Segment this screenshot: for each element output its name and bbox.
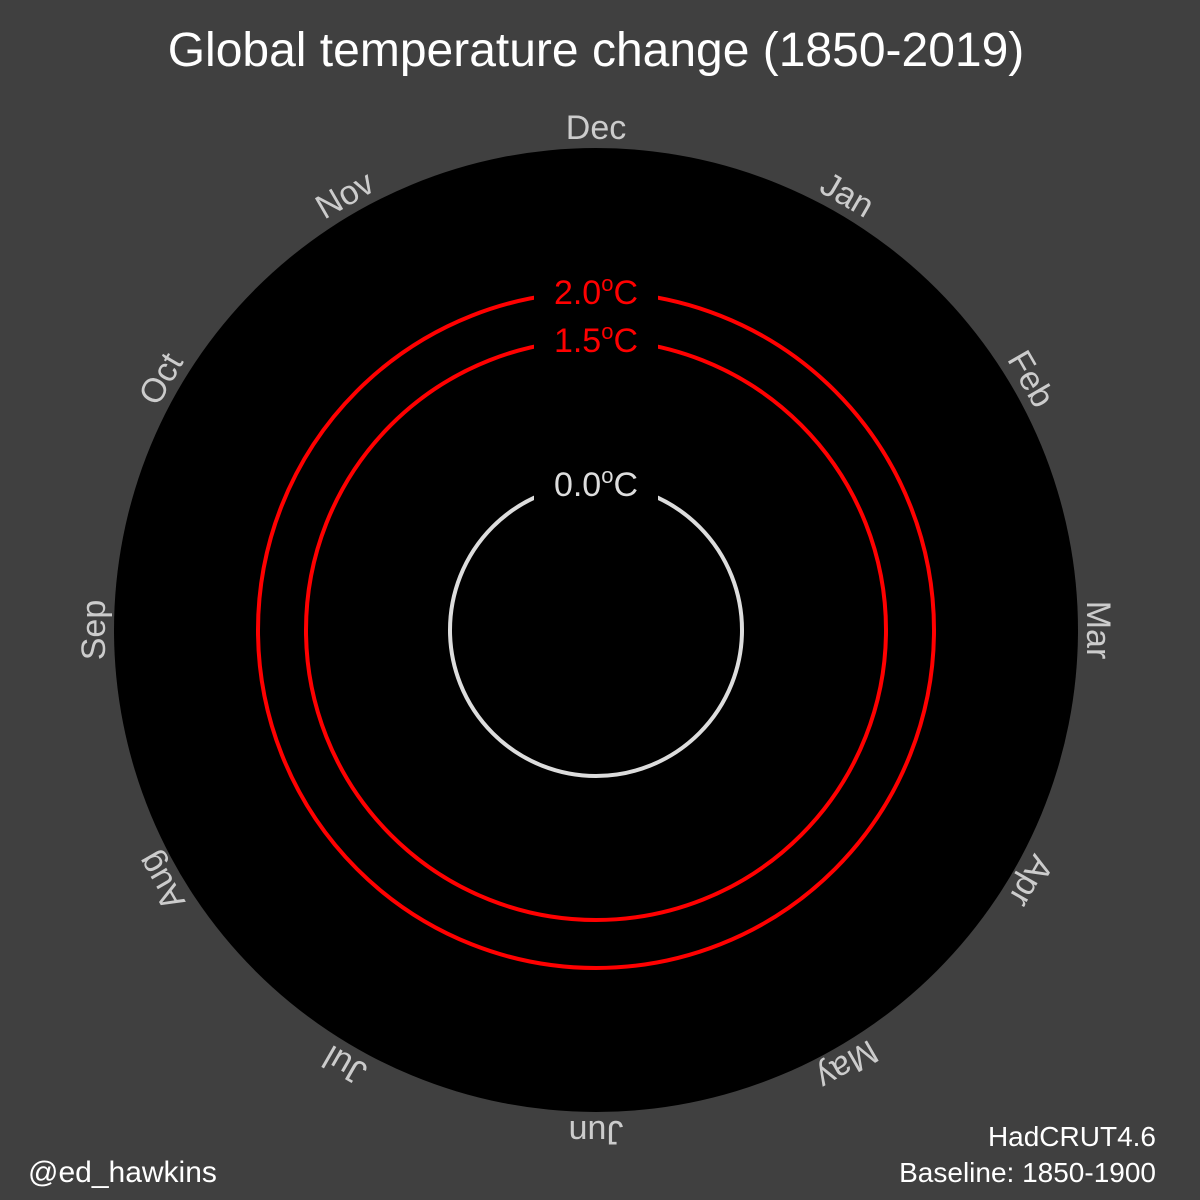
ring-label: 2.0oC xyxy=(554,271,638,312)
reference-rings: 0.0oC 1.5oC 2.0oC xyxy=(256,268,936,970)
credit-label: @ed_hawkins xyxy=(28,1156,217,1189)
baseline-label: Baseline: 1850-1900 xyxy=(899,1157,1156,1188)
month-label-sep: Sep xyxy=(75,600,113,661)
plot-area xyxy=(114,148,1078,1112)
chart-title: Global temperature change (1850-2019) xyxy=(168,24,1025,77)
month-label-mar: Mar xyxy=(1079,601,1117,660)
month-label-dec: Dec xyxy=(566,109,626,147)
ring-label-bg xyxy=(534,268,658,314)
ring-label: 1.5oC xyxy=(554,319,638,360)
ring-label-bg xyxy=(534,316,658,362)
ring-label: 0.0oC xyxy=(554,463,638,504)
month-label-jun: Jun xyxy=(569,1113,624,1151)
ring-label-bg xyxy=(534,460,658,506)
dataset-label: HadCRUT4.6 xyxy=(988,1121,1156,1152)
